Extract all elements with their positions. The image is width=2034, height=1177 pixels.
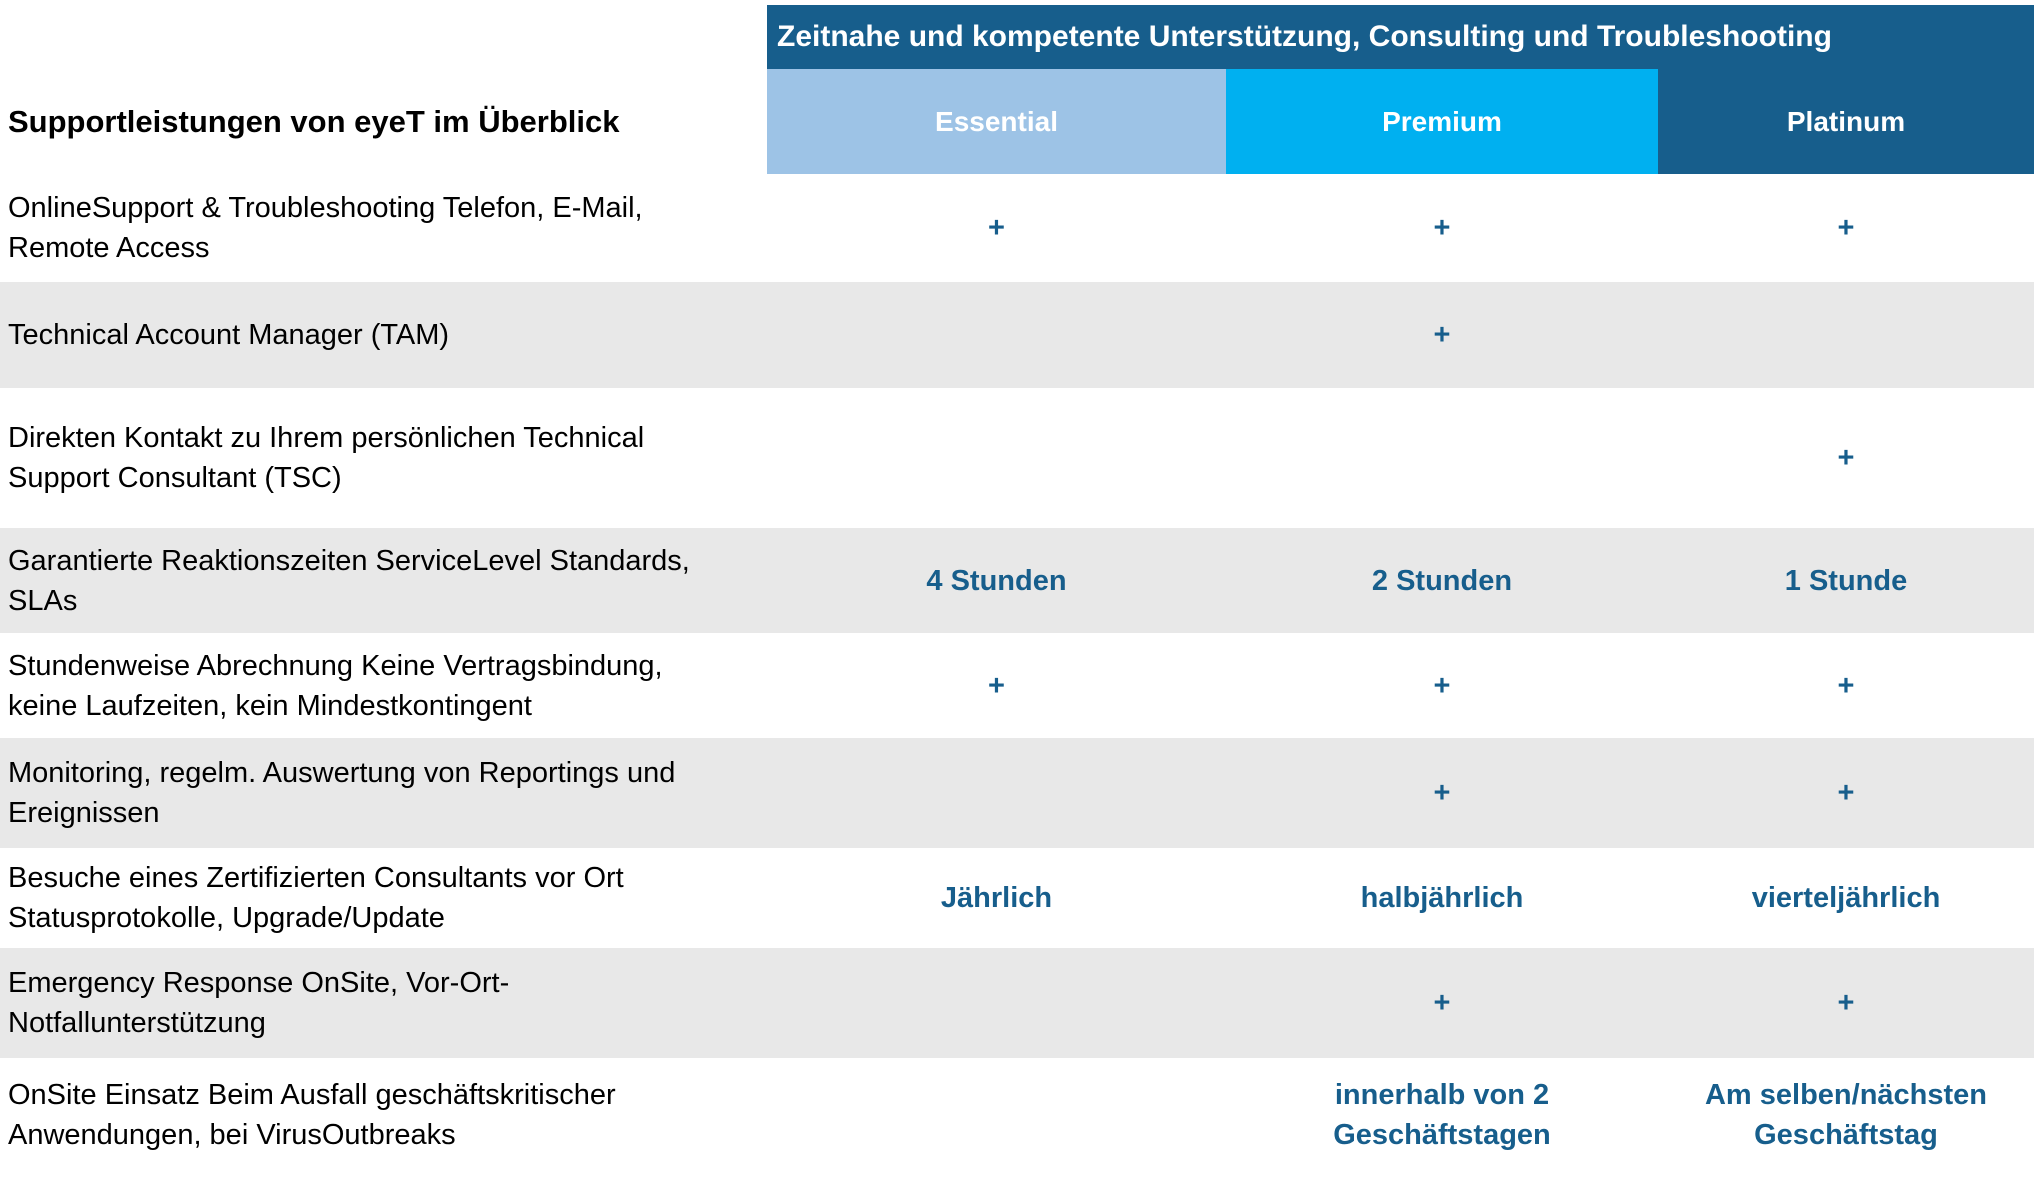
plan-header-row: Supportleistungen von eyeT im Überblick … xyxy=(0,69,2034,174)
value-cell-platinum xyxy=(1658,282,2034,388)
value-cell-essential xyxy=(767,738,1226,848)
feature-cell: Besuche eines Zertifizierten Consultants… xyxy=(8,862,624,934)
table-row: Garantierte Reaktionszeiten ServiceLevel… xyxy=(0,528,2034,633)
value-cell-essential: 4 Stunden xyxy=(926,564,1067,597)
feature-cell: OnlineSupport & Troubleshooting Telefon,… xyxy=(8,192,643,264)
value-cell-platinum: + xyxy=(1837,777,1855,809)
table-row: Direkten Kontakt zu Ihrem persönlichen T… xyxy=(0,388,2034,528)
value-cell-premium: innerhalb von 2 Geschäftstagen xyxy=(1333,1079,1551,1151)
value-cell-platinum: 1 Stunde xyxy=(1784,564,1908,597)
table-row: OnlineSupport & Troubleshooting Telefon,… xyxy=(0,174,2034,282)
plan-header-essential: Essential xyxy=(767,69,1226,174)
value-cell-platinum: + xyxy=(1837,212,1855,244)
value-cell-essential xyxy=(767,1058,1226,1172)
value-cell-premium: + xyxy=(1433,777,1451,809)
feature-cell: Technical Account Manager (TAM) xyxy=(8,319,450,351)
table-row: Stundenweise Abrechnung Keine Vertragsbi… xyxy=(0,633,2034,738)
value-cell-premium: + xyxy=(1433,987,1451,1019)
plan-header-premium: Premium xyxy=(1226,69,1658,174)
value-cell-essential xyxy=(767,388,1226,528)
value-cell-premium: 2 Stunden xyxy=(1371,564,1513,597)
feature-cell: Emergency Response OnSite, Vor-Ort- Notf… xyxy=(8,967,510,1039)
banner-spacer xyxy=(0,5,767,69)
table-row: OnSite Einsatz Beim Ausfall geschäftskri… xyxy=(0,1058,2034,1172)
value-cell-premium xyxy=(1226,388,1658,528)
page-title: Supportleistungen von eyeT im Überblick xyxy=(0,69,767,174)
table-row: Monitoring, regelm. Auswertung von Repor… xyxy=(0,738,2034,848)
table-row: Technical Account Manager (TAM) + xyxy=(0,282,2034,388)
value-cell-platinum: Am selben/nächsten Geschäftstag xyxy=(1704,1079,1988,1151)
banner-row: Zeitnahe und kompetente Unterstützung, C… xyxy=(0,5,2034,69)
banner-title: Zeitnahe und kompetente Unterstützung, C… xyxy=(767,5,2034,69)
value-cell-premium: halbjährlich xyxy=(1360,882,1524,914)
value-cell-essential: Jährlich xyxy=(940,882,1053,914)
value-cell-platinum: + xyxy=(1837,669,1855,702)
table-row: Besuche eines Zertifizierten Consultants… xyxy=(0,848,2034,948)
feature-cell: Monitoring, regelm. Auswertung von Repor… xyxy=(8,757,676,829)
plan-header-platinum: Platinum xyxy=(1658,69,2034,174)
feature-cell: OnSite Einsatz Beim Ausfall geschäftskri… xyxy=(8,1079,616,1151)
value-cell-essential: + xyxy=(988,212,1005,244)
feature-cell: Garantierte Reaktionszeiten ServiceLevel… xyxy=(8,544,690,617)
value-cell-essential: + xyxy=(988,669,1005,702)
feature-cell: Stundenweise Abrechnung Keine Vertragsbi… xyxy=(8,649,663,722)
feature-cell: Direkten Kontakt zu Ihrem persönlichen T… xyxy=(8,422,645,494)
value-cell-platinum: + xyxy=(1837,442,1855,474)
value-cell-premium: + xyxy=(1433,212,1451,244)
support-comparison-table: Zeitnahe und kompetente Unterstützung, C… xyxy=(0,5,2034,1177)
value-cell-platinum: vierteljährlich xyxy=(1751,882,1941,914)
value-cell-essential xyxy=(767,282,1226,388)
value-cell-premium: + xyxy=(1433,669,1451,702)
value-cell-essential xyxy=(767,948,1226,1058)
value-cell-platinum: + xyxy=(1837,987,1855,1019)
table-row: Emergency Response OnSite, Vor-Ort- Notf… xyxy=(0,948,2034,1058)
value-cell-premium: + xyxy=(1433,319,1451,351)
